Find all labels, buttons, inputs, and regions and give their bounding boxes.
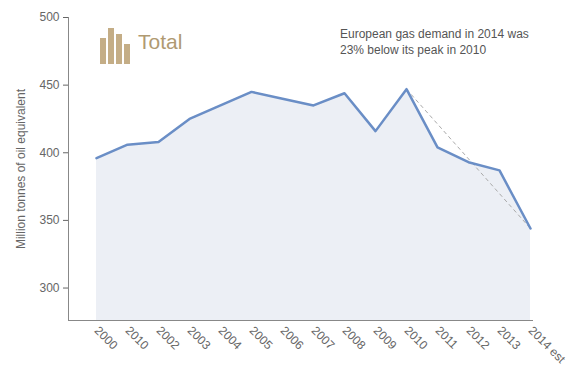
svg-text:2010: 2010 (123, 323, 152, 352)
svg-text:2014 est: 2014 est (526, 323, 569, 366)
svg-text:2006: 2006 (278, 323, 307, 352)
svg-text:300: 300 (39, 281, 59, 295)
html-text:European gas demand in 2014 wa: European gas demand in 2014 was 23% belo… (340, 27, 529, 57)
svg-text:400: 400 (39, 146, 59, 160)
svg-text:2009: 2009 (371, 323, 400, 352)
svg-text:2005: 2005 (247, 323, 276, 352)
svg-text:450: 450 (39, 78, 59, 92)
svg-text:500: 500 (39, 10, 59, 24)
svg-text:2000: 2000 (92, 323, 121, 352)
svg-text:2002: 2002 (154, 323, 183, 352)
svg-text:350: 350 (39, 213, 59, 227)
svg-text:2003: 2003 (185, 323, 214, 352)
svg-text:2004: 2004 (216, 323, 245, 352)
svg-text:2013: 2013 (495, 323, 524, 352)
svg-text:2010: 2010 (402, 323, 431, 352)
svg-text:2008: 2008 (340, 323, 369, 352)
svg-text:2012: 2012 (464, 323, 493, 352)
html-text:Total: Total (138, 30, 183, 53)
svg-text:Million tonnes of oil equivale: Million tonnes of oil equivalent (14, 88, 28, 249)
svg-text:2007: 2007 (309, 323, 338, 352)
svg-text:2011: 2011 (433, 323, 461, 351)
